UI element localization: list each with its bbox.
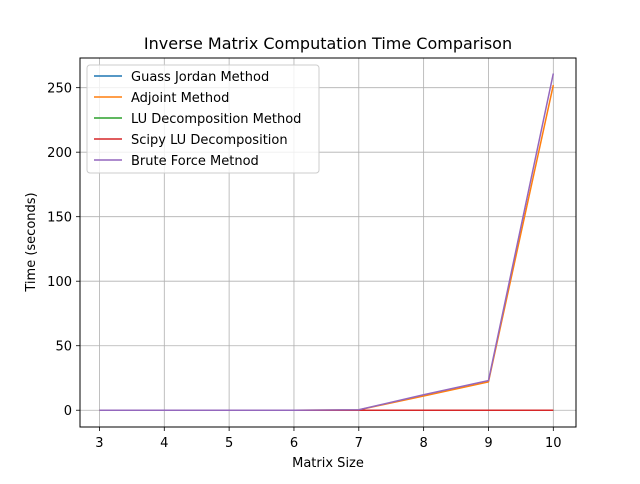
- x-tick-label: 5: [225, 436, 233, 451]
- y-tick-label: 150: [47, 211, 72, 226]
- x-tick-label: 7: [355, 436, 363, 451]
- y-tick-label: 50: [55, 340, 72, 355]
- x-axis-label: Matrix Size: [292, 456, 364, 471]
- x-tick-label: 10: [545, 436, 562, 451]
- legend-label-0: Guass Jordan Method: [131, 70, 269, 85]
- legend-label-3: Scipy LU Decomposition: [131, 133, 288, 148]
- y-axis-label: Time (seconds): [24, 192, 39, 292]
- legend-label-2: LU Decomposition Method: [131, 112, 301, 127]
- plot-frame: [79, 57, 577, 428]
- x-tick-label: 8: [419, 436, 427, 451]
- y-tick-label: 0: [64, 404, 72, 419]
- chart-title: Inverse Matrix Computation Time Comparis…: [144, 34, 512, 53]
- legend-box: [86, 64, 320, 174]
- legend-label-1: Adjoint Method: [131, 91, 229, 106]
- x-axis-ticks: 3 4 5 6 7 8 9 10: [95, 427, 562, 451]
- series-layer: [99, 73, 555, 411]
- x-tick-label: 9: [484, 436, 492, 451]
- y-tick-label: 250: [47, 82, 72, 97]
- x-tick-label: 6: [290, 436, 298, 451]
- legend-label-4: Brute Force Metnod: [131, 154, 259, 169]
- legend-items: Guass Jordan Method Adjoint Method LU Deco…: [94, 70, 301, 169]
- y-tick-label: 200: [47, 146, 72, 161]
- x-tick-label: 3: [95, 436, 103, 451]
- legend: Guass Jordan Method Adjoint Method LU Deco…: [86, 64, 320, 174]
- y-axis-ticks: 0 50 100 150 200 250: [47, 82, 80, 419]
- series-line-4: [99, 73, 555, 411]
- x-tick-label: 4: [160, 436, 168, 451]
- y-tick-label: 100: [47, 275, 72, 290]
